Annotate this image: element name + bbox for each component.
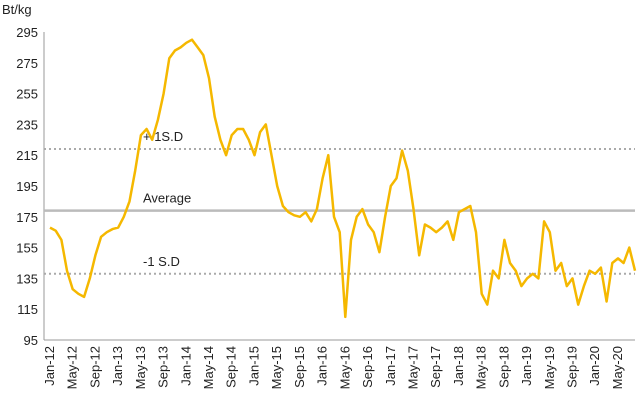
y-tick-label: 175	[16, 210, 38, 225]
x-tick-label: Sep-19	[565, 346, 580, 388]
x-tick-label: Sep-12	[87, 346, 102, 388]
y-tick-label: 115	[17, 302, 38, 317]
y-unit-label: Bt/kg	[2, 2, 32, 17]
x-tick-label: May-14	[201, 346, 216, 389]
x-tick-label: Sep-18	[496, 346, 511, 388]
x-tick-label: Jan-15	[246, 346, 261, 386]
x-tick-label: Sep-14	[224, 346, 239, 388]
y-tick-label: 95	[24, 333, 38, 348]
x-tick-label: May-20	[610, 346, 625, 389]
y-tick-label: 215	[16, 148, 38, 163]
x-tick-label: Jan-16	[315, 346, 330, 386]
y-tick-label: 195	[16, 179, 38, 194]
x-tick-label: Jan-19	[519, 346, 534, 386]
x-tick-label: May-13	[133, 346, 148, 389]
x-tick-label: Sep-13	[156, 346, 171, 388]
y-tick-label: 255	[16, 87, 38, 102]
y-tick-label: 275	[16, 56, 38, 71]
x-tick-label: May-15	[269, 346, 284, 389]
reference-label: Average	[143, 191, 191, 206]
x-tick-label: Jan-13	[110, 346, 125, 386]
y-tick-label: 155	[16, 241, 38, 256]
x-tick-label: May-19	[542, 346, 557, 389]
series-line	[49, 38, 637, 319]
x-tick-label: Sep-17	[428, 346, 443, 388]
x-tick-label: May-16	[337, 346, 352, 389]
x-tick-label: Jan-17	[383, 346, 398, 386]
y-tick-label: 295	[16, 25, 38, 40]
x-tick-label: May-18	[474, 346, 489, 389]
y-tick-label: 135	[16, 271, 38, 286]
reference-label: -1 S.D	[143, 254, 180, 269]
y-tick-label: 235	[16, 117, 38, 132]
x-tick-label: Jan-20	[587, 346, 602, 386]
x-tick-label: Sep-15	[292, 346, 307, 388]
x-tick-label: May-12	[65, 346, 80, 389]
x-tick-label: Jan-12	[42, 346, 57, 386]
x-tick-label: May-17	[405, 346, 420, 389]
x-tick-label: Jan-14	[178, 346, 193, 386]
x-tick-label: Jan-18	[451, 346, 466, 386]
x-tick-label: Sep-16	[360, 346, 375, 388]
